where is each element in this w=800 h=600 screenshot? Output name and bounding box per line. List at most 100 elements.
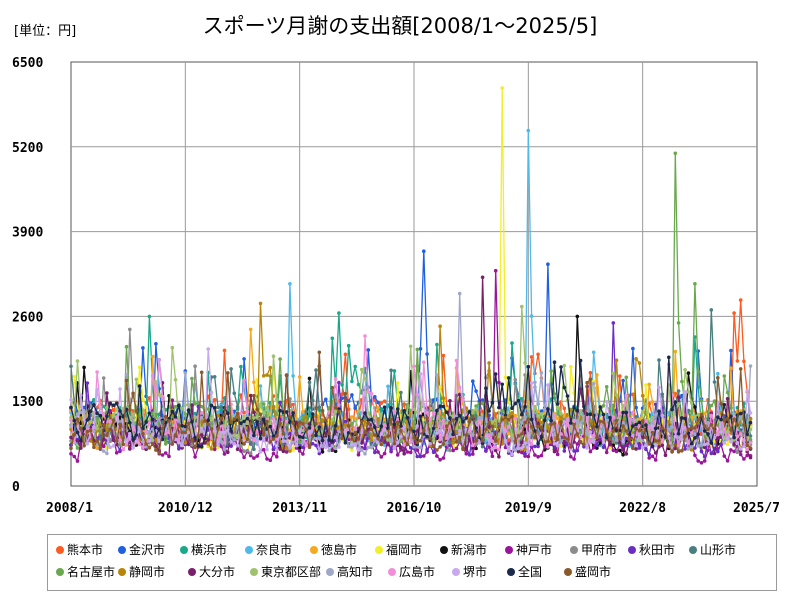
data-point (206, 428, 210, 432)
data-point (454, 417, 459, 421)
data-point (667, 444, 671, 448)
data-point (222, 452, 227, 456)
data-point (510, 452, 514, 457)
data-point (500, 382, 505, 387)
data-point (395, 441, 400, 445)
data-point (533, 380, 537, 385)
data-point (477, 441, 482, 445)
data-point (640, 393, 645, 398)
data-point (637, 446, 642, 450)
data-point (716, 449, 720, 454)
data-point (333, 409, 338, 414)
data-point (288, 415, 292, 419)
data-point (425, 352, 429, 356)
data-point (219, 416, 224, 421)
data-point (212, 406, 217, 410)
data-point (699, 412, 704, 417)
data-point (124, 344, 129, 349)
data-point (376, 440, 380, 445)
data-point (738, 367, 743, 371)
data-point (748, 455, 753, 460)
data-point (82, 426, 86, 431)
data-point (618, 374, 622, 378)
data-point (72, 374, 77, 379)
data-point (157, 416, 161, 421)
data-point (471, 379, 475, 384)
data-point (395, 407, 400, 411)
data-point (248, 393, 253, 398)
data-point (340, 383, 344, 387)
data-point (601, 412, 606, 417)
data-point (363, 385, 367, 390)
data-point (108, 401, 112, 406)
data-point (562, 435, 567, 440)
data-point (591, 424, 596, 429)
data-point (425, 411, 429, 415)
data-point (467, 420, 472, 424)
data-point (444, 406, 449, 411)
data-point (242, 414, 246, 419)
data-point (278, 408, 282, 413)
data-point (75, 459, 80, 463)
data-point (284, 373, 289, 377)
data-point (415, 448, 420, 452)
data-point (748, 440, 753, 445)
data-point (493, 372, 498, 376)
data-point (506, 438, 511, 443)
data-point (480, 413, 485, 417)
data-point (438, 404, 442, 409)
data-point (448, 434, 452, 438)
data-point (173, 433, 178, 437)
data-point (582, 442, 586, 447)
data-point (95, 416, 99, 421)
data-point (222, 430, 227, 435)
data-point (111, 408, 116, 413)
data-point (245, 448, 250, 453)
data-point (111, 403, 116, 408)
data-point (144, 405, 148, 409)
data-point (448, 448, 452, 453)
data-point (732, 417, 736, 422)
data-point (742, 423, 746, 427)
data-point (438, 429, 442, 433)
data-point (552, 360, 557, 365)
legend-marker (180, 546, 188, 554)
data-point (500, 418, 505, 422)
data-point (735, 441, 740, 445)
data-point (588, 449, 593, 454)
data-point (464, 452, 469, 456)
data-point (572, 406, 576, 410)
data-point (245, 437, 250, 442)
legend-label: 名古屋市 (67, 565, 116, 579)
data-point (330, 448, 335, 453)
data-point (141, 346, 145, 350)
data-point (193, 422, 197, 426)
data-point (693, 436, 697, 440)
data-point (670, 449, 674, 454)
data-point (653, 451, 658, 455)
data-point (137, 412, 142, 416)
data-point (536, 417, 540, 422)
data-point (392, 425, 397, 429)
data-point (137, 442, 142, 447)
data-point (422, 454, 426, 458)
data-point (660, 413, 665, 418)
data-point (529, 417, 534, 422)
data-point (601, 420, 606, 424)
data-point (588, 430, 593, 434)
data-point (85, 429, 90, 434)
data-point (212, 447, 217, 452)
data-point (608, 445, 612, 450)
data-point (121, 447, 126, 452)
data-point (585, 432, 589, 437)
data-point (448, 399, 452, 403)
data-point (716, 376, 720, 380)
data-point (128, 447, 132, 451)
data-point (284, 450, 289, 454)
data-point (310, 441, 315, 446)
data-point (506, 417, 511, 422)
legend-label: 熊本市 (67, 543, 104, 557)
legend-marker (505, 546, 513, 554)
data-point (624, 443, 629, 448)
data-point (395, 453, 400, 457)
